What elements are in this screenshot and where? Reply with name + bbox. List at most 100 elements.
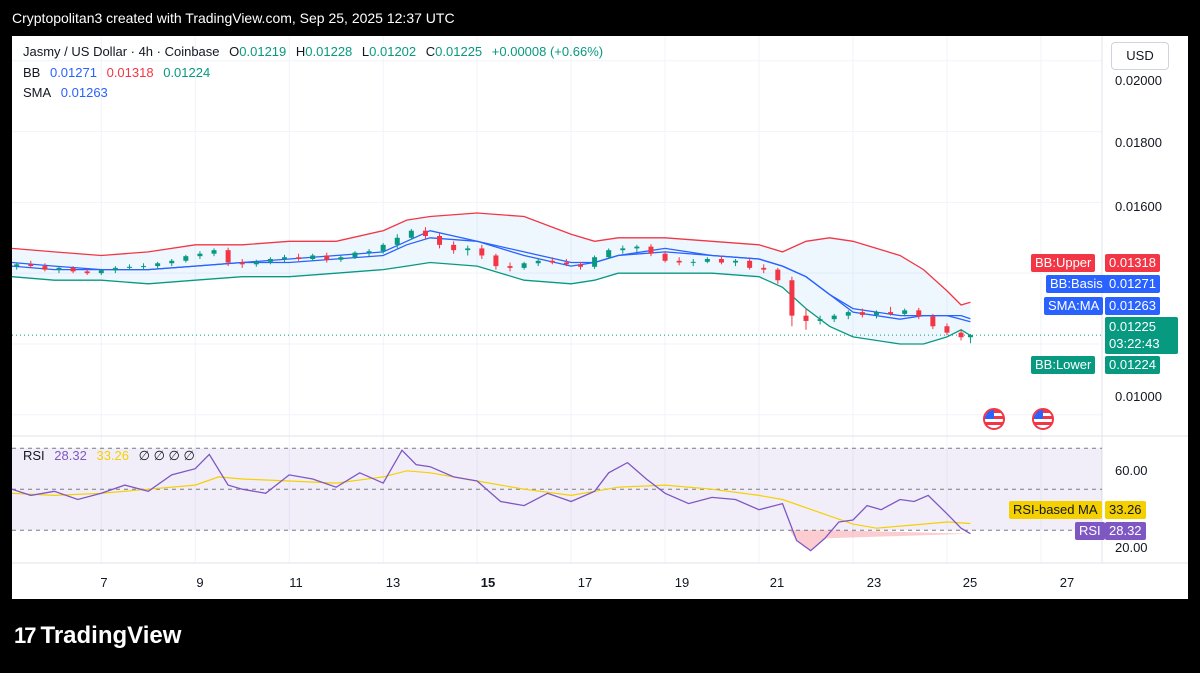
- x-tick: 17: [577, 575, 593, 590]
- candle-body: [507, 266, 513, 268]
- candle-body: [84, 271, 90, 274]
- chart-caption: Cryptopolitan3 created with TradingView.…: [12, 10, 455, 26]
- candle-body: [718, 259, 724, 263]
- rsi-oversold-fill: [789, 530, 971, 551]
- candle-body: [930, 316, 936, 327]
- candle-body: [422, 230, 428, 236]
- candle-body: [366, 251, 372, 253]
- candle-body: [662, 253, 668, 261]
- symbol-title[interactable]: Jasmy / US Dollar · 4h · Coinbase: [23, 44, 220, 59]
- low-label: L: [361, 44, 370, 59]
- candle-body: [761, 267, 767, 270]
- sma-legend[interactable]: SMA 0.01263: [23, 85, 114, 100]
- candle-body: [549, 260, 555, 263]
- rsi-ma-price: 33.26: [1105, 501, 1146, 519]
- candle-body: [535, 260, 541, 264]
- chart-canvas[interactable]: [12, 36, 1188, 599]
- candle-body: [394, 237, 400, 245]
- candle-body: [267, 259, 273, 262]
- candle-body: [859, 312, 865, 315]
- price-tick: 0.01000: [1115, 389, 1162, 404]
- x-tick: 15: [480, 575, 496, 590]
- bb-lower-tag: BB:Lower: [1031, 356, 1096, 374]
- x-tick: 25: [962, 575, 978, 590]
- rsi-tag: RSI: [1075, 522, 1105, 540]
- candle-body: [197, 253, 203, 257]
- candle-body: [967, 335, 973, 338]
- us-flag-event-icon[interactable]: [1032, 408, 1054, 430]
- open-value: 0.01219: [239, 44, 287, 59]
- candle-body: [902, 310, 908, 314]
- candle-body: [352, 252, 358, 258]
- candle-body: [183, 256, 189, 261]
- candle-body: [648, 246, 654, 254]
- candle-body: [789, 280, 795, 316]
- currency-button[interactable]: USD: [1111, 42, 1169, 70]
- x-tick: 13: [385, 575, 401, 590]
- candle-body: [563, 262, 569, 265]
- sma-tag: SMA:MA: [1044, 297, 1104, 315]
- candle-body: [282, 257, 287, 260]
- close-value: 0.01225: [435, 44, 483, 59]
- candle-body: [211, 250, 217, 254]
- bb-basis-price: 0.01271: [1105, 275, 1160, 293]
- x-tick: 19: [674, 575, 690, 590]
- tradingview-logo[interactable]: 17 TradingView: [14, 622, 181, 650]
- bb-fill: [12, 213, 971, 344]
- x-tick: 21: [769, 575, 785, 590]
- rsi-price: 28.32: [1105, 522, 1146, 540]
- candle-body: [747, 260, 753, 268]
- candle-body: [944, 326, 950, 333]
- candle-body: [888, 312, 894, 314]
- candle-body: [577, 264, 583, 267]
- candle-body: [817, 319, 823, 321]
- bb-upper-price: 0.01318: [1105, 254, 1160, 272]
- candle-body: [141, 266, 147, 268]
- x-tick: 23: [866, 575, 882, 590]
- x-tick: 27: [1059, 575, 1075, 590]
- bar-countdown: 03:22:43: [1109, 336, 1160, 351]
- candle-body: [155, 263, 161, 267]
- open-label: O: [229, 44, 240, 59]
- candle-body: [324, 255, 330, 260]
- change-value: +0.00008 (+0.66%): [491, 44, 604, 59]
- candle-body: [70, 267, 76, 272]
- candle-body: [775, 269, 781, 281]
- bb-lower-price: 0.01224: [1105, 356, 1160, 374]
- rsi-tick: 20.00: [1115, 540, 1148, 555]
- bb-upper-line: [12, 212, 971, 306]
- high-label: H: [295, 44, 306, 59]
- price-tick: 0.01800: [1115, 135, 1162, 150]
- x-tick: 9: [196, 575, 204, 590]
- candle-body: [56, 267, 62, 270]
- sma-label: SMA: [23, 85, 52, 100]
- price-tick: 0.02000: [1115, 73, 1162, 88]
- ohlc-legend: Jasmy / US Dollar · 4h · Coinbase O0.012…: [23, 44, 609, 59]
- candle-body: [521, 263, 527, 268]
- rsi-legend[interactable]: RSI 28.32 33.26 ∅ ∅ ∅ ∅: [23, 448, 201, 464]
- rsi-ma-value: 33.26: [96, 448, 130, 463]
- candle-body: [704, 259, 710, 262]
- candle-body: [225, 250, 231, 263]
- candle-body: [479, 248, 485, 256]
- bb-basis-tag: BB:Basis: [1046, 275, 1107, 293]
- bb-lower-value: 0.01224: [163, 65, 211, 80]
- candle-body: [310, 255, 316, 260]
- candle-body: [803, 315, 809, 321]
- rsi-ma-tag: RSI-based MA: [1009, 501, 1102, 519]
- rsi-value: 28.32: [54, 448, 87, 463]
- rsi-extra-values: ∅ ∅ ∅ ∅: [138, 448, 195, 463]
- sma-value: 0.01263: [60, 85, 108, 100]
- candle-body: [620, 248, 626, 251]
- sma-price: 0.01263: [1105, 297, 1160, 315]
- us-flag-event-icon[interactable]: [983, 408, 1005, 430]
- candle-body: [592, 257, 598, 267]
- bb-upper-value: 0.01318: [106, 65, 154, 80]
- candle-body: [239, 262, 245, 265]
- bb-legend[interactable]: BB 0.01271 0.01318 0.01224: [23, 65, 216, 80]
- candle-body: [437, 236, 443, 245]
- high-value: 0.01228: [305, 44, 353, 59]
- bb-upper-tag: BB:Upper: [1031, 254, 1096, 272]
- candle-body: [296, 257, 302, 260]
- tradingview-logo-icon: 17: [14, 623, 37, 648]
